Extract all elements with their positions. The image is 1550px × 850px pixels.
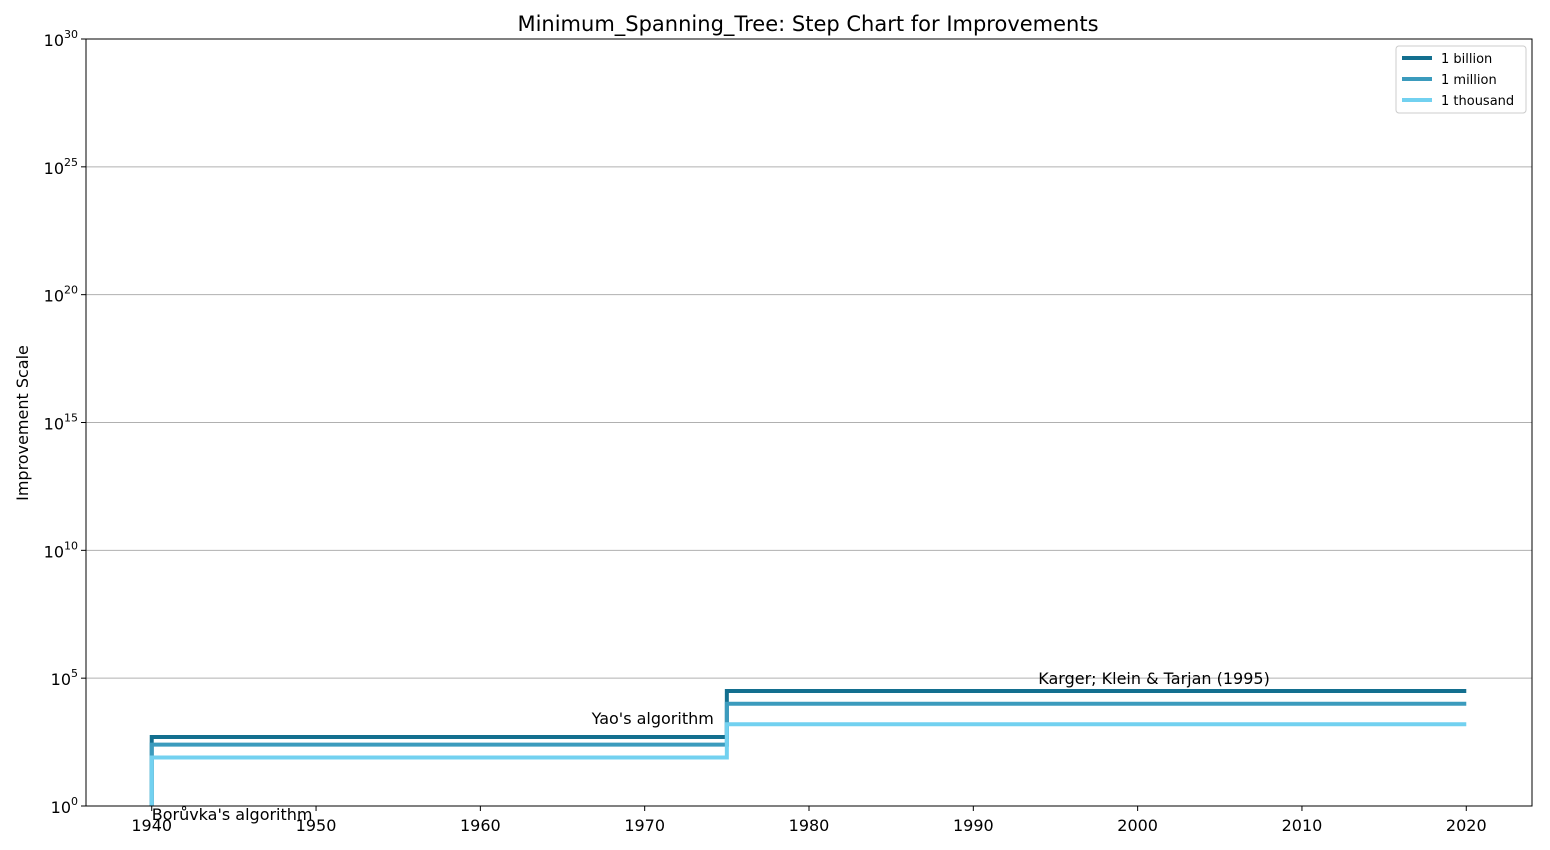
legend-label: 1 thousand xyxy=(1441,94,1514,109)
x-tick-label: 2020 xyxy=(1446,816,1487,835)
legend-label: 1 billion xyxy=(1441,52,1492,67)
x-tick-label: 1980 xyxy=(789,816,830,835)
legend: 1 billion 1 million 1 thousand xyxy=(1395,45,1527,114)
x-tick-label: 1960 xyxy=(460,816,501,835)
x-tick-label: 1970 xyxy=(624,816,665,835)
legend-box xyxy=(1395,45,1527,114)
legend-label: 1 million xyxy=(1441,73,1497,88)
y-tick-label: 1015 xyxy=(44,412,78,434)
x-tick-label: 1990 xyxy=(953,816,994,835)
y-tick-label: 1010 xyxy=(44,539,78,561)
y-axis-label: Improvement Scale xyxy=(13,345,32,501)
y-tick-label: 105 xyxy=(51,667,78,689)
x-tick-label: 1950 xyxy=(296,816,337,835)
annotation-label: Karger; Klein & Tarjan (1995) xyxy=(1038,669,1270,688)
x-tick-label: 1940 xyxy=(131,816,172,835)
annotation-label: Yao's algorithm xyxy=(591,709,714,728)
y-axis-ticks: 100 105 1010 1015 1020 1025 1030 xyxy=(44,28,86,817)
series-lines xyxy=(149,688,1467,806)
y-tick-label: 100 xyxy=(51,795,78,817)
gridlines xyxy=(86,166,1532,679)
y-tick-label: 1025 xyxy=(44,156,78,178)
y-tick-label: 1020 xyxy=(44,284,78,306)
x-axis-ticks: 1940 1950 1960 1970 1980 1990 2000 2010 2020 xyxy=(131,806,1487,835)
annotation-label: Borůvka's algorithm xyxy=(152,805,313,824)
y-tick-label: 1030 xyxy=(44,28,78,50)
series-line-1-thousand xyxy=(149,722,1467,806)
annotations: Borůvka's algorithm Yao's algorithm Karger… xyxy=(152,669,1270,824)
x-tick-label: 2000 xyxy=(1117,816,1158,835)
chart-title: Minimum_Spanning_Tree: Step Chart for Im… xyxy=(517,12,1098,37)
x-tick-label: 2010 xyxy=(1282,816,1323,835)
